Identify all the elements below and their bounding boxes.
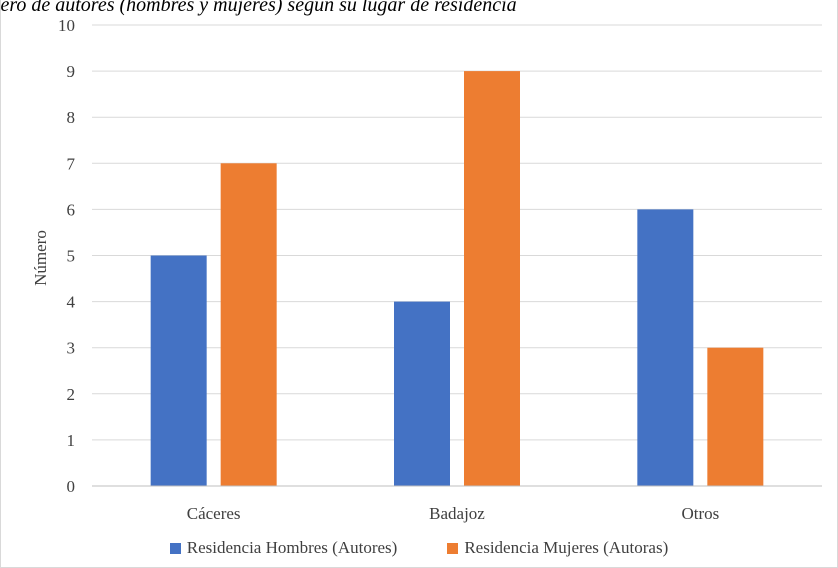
legend-item: Residencia Mujeres (Autoras)	[447, 537, 668, 559]
bar-mujeres-2	[707, 347, 764, 486]
y-tick-label: 0	[67, 477, 76, 496]
y-axis-ticks: 0 1 2 3 4 5 6 7 8 9 10	[58, 16, 76, 496]
legend-label: Residencia Hombres (Autores)	[186, 538, 398, 557]
y-axis-label: Número	[31, 230, 50, 286]
x-tick-label: Badajoz	[429, 504, 485, 523]
y-tick-label: 8	[67, 108, 76, 127]
y-tick-label: 4	[67, 293, 76, 312]
y-tick-label: 1	[67, 431, 76, 450]
x-tick-label: Otros	[681, 504, 719, 523]
bar-mujeres-1	[464, 71, 520, 486]
y-tick-label: 6	[67, 200, 76, 219]
y-tick-label: 7	[67, 154, 76, 173]
y-tick-label: 2	[67, 385, 76, 404]
legend: Residencia Hombres (Autores) Residencia M…	[0, 537, 838, 559]
y-tick-label: 9	[67, 62, 76, 81]
bar-mujeres-0	[220, 163, 277, 487]
chart-title: mero de autores (hombres y mujeres) segú…	[0, 0, 838, 24]
bar-hombres-0	[150, 255, 207, 486]
y-tick-label: 3	[67, 339, 76, 358]
y-tick-label: 10	[58, 16, 75, 35]
legend-swatch	[169, 542, 181, 554]
legend-swatch	[447, 542, 459, 554]
x-axis-ticks: Cáceres Badajoz Otros	[92, 485, 822, 523]
legend-item: Residencia Hombres (Autores)	[169, 537, 398, 559]
bars	[150, 71, 764, 487]
y-tick-label: 5	[67, 247, 76, 266]
bar-hombres-2	[637, 209, 694, 486]
x-tick-label: Cáceres	[187, 504, 241, 523]
legend-label: Residencia Mujeres (Autoras)	[464, 538, 669, 557]
gridlines	[92, 24, 822, 487]
chart-title-text: mero de autores (hombres y mujeres) segú…	[0, 0, 517, 16]
bar-hombres-1	[394, 301, 450, 486]
